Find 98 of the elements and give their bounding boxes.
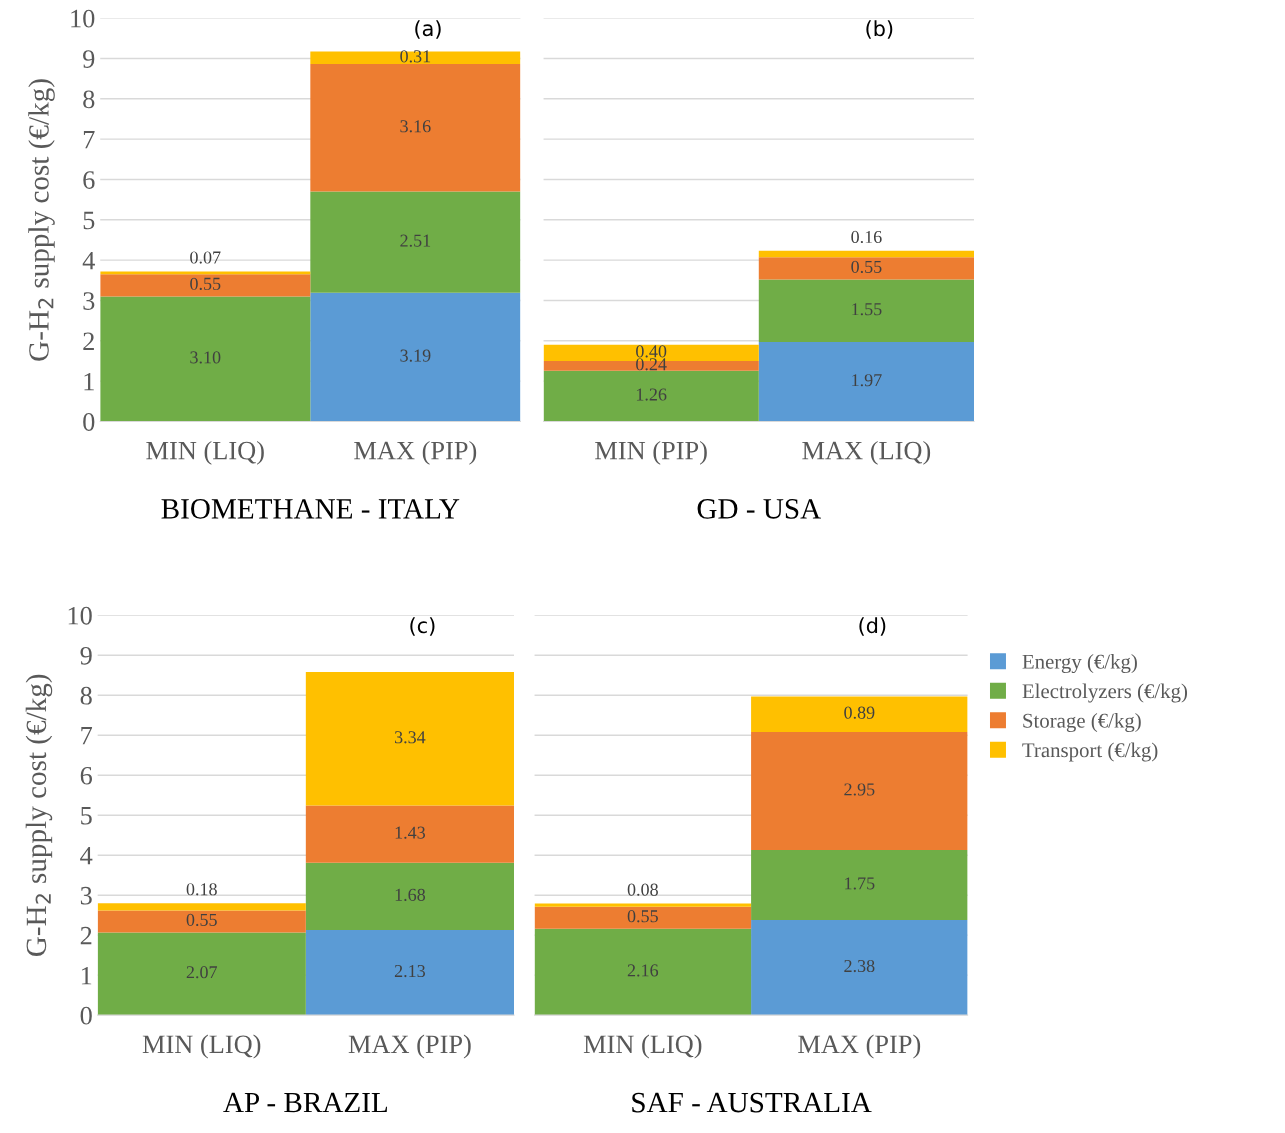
x-tick-label: MAX (PIP) <box>348 1034 471 1059</box>
bar <box>310 191 521 293</box>
bar <box>305 672 514 806</box>
y-axis-title: G-H$_{2}$ supply cost (€/kg) <box>28 79 55 361</box>
y-tick-label: 3 <box>80 886 92 905</box>
legend-label: Energy (€/kg) <box>1022 654 1137 674</box>
bar <box>100 296 311 422</box>
bar <box>543 370 759 422</box>
y-tick-label: 7 <box>83 131 95 149</box>
bar <box>758 257 975 280</box>
data-label: 3.16 <box>400 120 431 133</box>
x-tick-label: MAX (PIP) <box>354 440 477 465</box>
annotation: (a) <box>415 20 441 39</box>
annotation: (c) <box>410 617 435 636</box>
y-tick-label: 8 <box>83 90 95 109</box>
y-tick-label: 10 <box>68 606 92 625</box>
x-axis-title: GD - USA <box>697 499 821 519</box>
y-axis-title: G-H$_{2}$ supply cost (€/kg) <box>25 674 53 957</box>
bar <box>97 910 306 933</box>
y-tick-label: 2 <box>83 332 94 350</box>
legend-label: Transport (€/kg) <box>1022 742 1158 762</box>
data-label: 0.55 <box>190 277 221 290</box>
x-axis-title: SAF - AUSTRALIA <box>632 1092 872 1113</box>
y-tick-label: 7 <box>81 727 93 745</box>
bar <box>758 279 975 343</box>
data-label: 0.16 <box>851 230 882 244</box>
bar <box>97 932 306 1016</box>
bar <box>751 849 968 920</box>
bar <box>310 64 521 192</box>
x-tick-label: MAX (LIQ) <box>802 440 931 465</box>
bar <box>305 862 514 930</box>
data-label: 0.40 <box>636 345 667 358</box>
y-tick-label: 1 <box>81 966 92 985</box>
bar <box>305 929 514 1016</box>
x-tick-label: MIN (LIQ) <box>146 440 264 465</box>
data-label: 0.55 <box>851 260 882 273</box>
y-tick-label: 8 <box>80 686 92 705</box>
data-label: 0.07 <box>190 251 221 264</box>
data-label: 2.07 <box>186 966 218 979</box>
data-label: 1.55 <box>852 303 882 316</box>
y-tick-label: 0 <box>83 413 95 431</box>
data-label: 2.16 <box>627 964 659 977</box>
annotation: (d) <box>859 617 886 636</box>
x-tick-label: MIN (LIQ) <box>583 1034 702 1059</box>
data-label: 0.89 <box>844 706 875 719</box>
y-tick-label: 10 <box>71 9 95 28</box>
bar <box>751 919 968 1016</box>
y-tick-label: 1 <box>84 372 94 391</box>
data-label: 0.08 <box>627 883 658 896</box>
x-tick-label: MIN (PIP) <box>595 440 707 465</box>
data-label: 0.18 <box>186 883 217 896</box>
x-tick-label: MAX (PIP) <box>798 1034 921 1059</box>
y-tick-label: 2 <box>80 926 92 945</box>
data-label: 0.55 <box>186 913 217 926</box>
annotation: (b) <box>866 20 893 39</box>
y-tick-label: 4 <box>82 251 95 270</box>
bar <box>97 903 306 911</box>
bar <box>534 906 752 929</box>
data-label: 3.34 <box>394 731 426 744</box>
bar <box>100 274 311 297</box>
y-tick-label: 9 <box>83 50 95 68</box>
y-tick-label: 0 <box>80 1006 92 1025</box>
x-tick-label: MIN (LIQ) <box>142 1034 261 1059</box>
bar <box>758 250 975 258</box>
x-axis-title: AP - BRAZIL <box>223 1092 387 1113</box>
y-tick-label: 6 <box>83 171 95 189</box>
bar <box>751 732 968 850</box>
x-axis-title: BIOMETHANE - ITALY <box>161 499 460 519</box>
y-tick-label: 9 <box>80 646 92 665</box>
bar <box>758 342 975 422</box>
bar <box>100 271 311 275</box>
data-label: 3.10 <box>190 351 221 364</box>
y-tick-label: 5 <box>83 211 95 230</box>
bar <box>310 292 521 422</box>
bar <box>305 805 514 863</box>
y-tick-label: 4 <box>80 846 93 865</box>
data-label: 2.13 <box>394 964 426 978</box>
bar <box>310 51 521 65</box>
data-label: 2.51 <box>400 234 431 247</box>
bar <box>534 928 752 1016</box>
data-label: 0.31 <box>400 50 431 63</box>
y-tick-label: 6 <box>80 766 93 785</box>
y-tick-label: 3 <box>83 292 95 310</box>
bar <box>534 903 752 907</box>
bar <box>751 696 968 732</box>
data-label: 1.26 <box>636 388 667 401</box>
legend-label: Electrolyzers (€/kg) <box>1022 683 1188 703</box>
data-label: 1.43 <box>395 826 426 839</box>
data-label: 0.24 <box>636 358 667 371</box>
data-label: 1.68 <box>395 888 426 901</box>
y-tick-label: 5 <box>81 807 92 825</box>
data-label: 3.19 <box>400 349 431 362</box>
data-label: 2.95 <box>844 783 875 796</box>
data-label: 1.75 <box>845 877 875 890</box>
legend-label: Storage (€/kg) <box>1023 713 1141 733</box>
data-label: 1.97 <box>852 374 882 387</box>
data-label: 0.55 <box>627 910 658 923</box>
data-label: 2.38 <box>844 959 875 973</box>
